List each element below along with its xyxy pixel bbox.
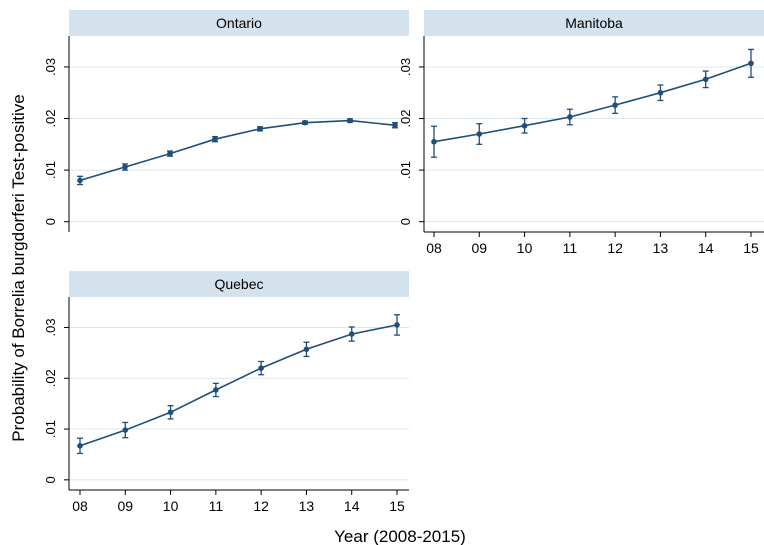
x-tick-label-manitoba-1: 09 xyxy=(471,240,487,256)
series-line-manitoba xyxy=(433,62,752,143)
panel-header-manitoba xyxy=(424,10,764,36)
data-point-ontario-4 xyxy=(257,126,263,132)
panel-header-ontario xyxy=(69,10,409,36)
data-point-manitoba-7 xyxy=(748,60,754,67)
y-tick-label-quebec-3: .03 xyxy=(43,318,58,336)
data-point-ontario-6 xyxy=(347,117,353,124)
panel-title-quebec: Quebec xyxy=(214,276,263,292)
x-tick-label-quebec-0: 08 xyxy=(72,498,88,514)
y-tick-label-manitoba-1: .01 xyxy=(398,161,413,179)
data-point-quebec-5 xyxy=(303,346,310,353)
data-point-quebec-6 xyxy=(348,331,355,337)
x-tick-label-manitoba-5: 13 xyxy=(653,240,669,256)
y-tick-label-ontario-2: .02 xyxy=(43,109,58,127)
y-tick-label-ontario-0: 0 xyxy=(43,218,58,225)
series-line-quebec xyxy=(79,324,398,447)
data-point-quebec-2 xyxy=(167,409,174,416)
data-point-ontario-3 xyxy=(212,136,218,142)
x-tick-label-quebec-2: 10 xyxy=(163,498,179,514)
data-point-manitoba-6 xyxy=(702,76,709,83)
data-point-ontario-5 xyxy=(302,119,308,126)
panel-manitoba: Manitoba 0 .01 .02 .03 08 09 10 11 12 13 14 15 xyxy=(398,10,764,256)
y-tick-label-quebec-1: .01 xyxy=(43,420,58,438)
y-tick-label-manitoba-2: .02 xyxy=(398,109,413,127)
data-point-ontario-7 xyxy=(392,122,398,129)
data-point-manitoba-2 xyxy=(521,122,528,129)
y-tick-label-ontario-1: .01 xyxy=(43,161,58,179)
data-point-quebec-3 xyxy=(213,387,219,393)
data-point-ontario-0 xyxy=(77,177,83,184)
x-tick-label-quebec-5: 13 xyxy=(299,498,315,514)
x-tick-label-manitoba-7: 15 xyxy=(743,240,759,256)
x-tick-label-quebec-6: 14 xyxy=(344,498,360,514)
y-tick-label-quebec-2: .02 xyxy=(43,369,58,387)
data-point-quebec-1 xyxy=(122,427,129,433)
data-point-quebec-4 xyxy=(258,365,264,371)
x-axis-label: Year (2008-2015) xyxy=(334,527,466,545)
x-tick-label-quebec-4: 12 xyxy=(253,498,269,514)
data-point-ontario-2 xyxy=(167,150,173,157)
x-tick-label-quebec-1: 09 xyxy=(117,498,133,514)
data-point-quebec-7 xyxy=(394,322,400,328)
x-tick-label-manitoba-3: 11 xyxy=(563,240,578,256)
data-point-quebec-0 xyxy=(77,443,83,449)
x-tick-label-quebec-7: 15 xyxy=(389,498,405,514)
y-tick-label-manitoba-0: 0 xyxy=(398,218,413,225)
panel-quebec: Quebec 0 .01 .02 .03 08 09 10 11 12 13 14 15 xyxy=(43,271,409,514)
series-line-ontario xyxy=(79,119,396,182)
panel-header-quebec xyxy=(69,271,409,297)
y-tick-label-quebec-0: 0 xyxy=(43,476,58,483)
x-tick-label-manitoba-4: 12 xyxy=(607,240,623,256)
data-point-manitoba-0 xyxy=(431,138,437,145)
panel-title-manitoba: Manitoba xyxy=(565,15,623,31)
y-tick-label-ontario-3: .03 xyxy=(43,58,58,76)
y-tick-label-manitoba-3: .03 xyxy=(398,58,413,76)
data-point-ontario-1 xyxy=(122,164,128,170)
x-tick-label-manitoba-0: 08 xyxy=(426,240,442,256)
data-point-manitoba-1 xyxy=(476,131,483,137)
panel-ontario: Ontario 0 .01 .02 .03 xyxy=(43,10,409,232)
data-point-manitoba-5 xyxy=(657,89,664,96)
x-tick-label-manitoba-2: 10 xyxy=(517,240,533,256)
data-point-manitoba-4 xyxy=(612,102,618,108)
panel-title-ontario: Ontario xyxy=(216,15,262,31)
x-tick-label-quebec-3: 11 xyxy=(209,498,224,514)
data-point-manitoba-3 xyxy=(567,114,573,120)
y-axis-label: Probability of Borrelia burgdorferi Test… xyxy=(9,94,28,441)
x-tick-label-manitoba-6: 14 xyxy=(698,240,714,256)
